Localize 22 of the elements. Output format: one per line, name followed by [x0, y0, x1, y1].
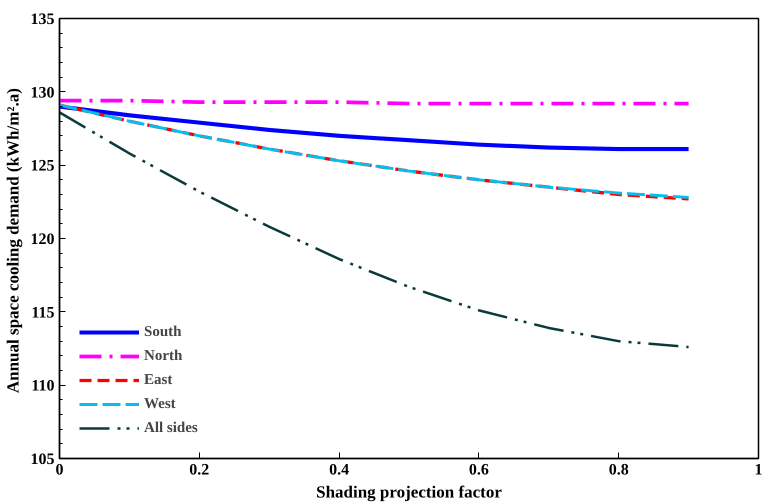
y-tick-label: 105: [30, 451, 54, 468]
x-tick-label: 0.6: [468, 462, 489, 478]
y-tick-label: 130: [30, 84, 54, 102]
y-tick-label: 110: [31, 378, 55, 395]
legend-label: West: [144, 396, 176, 412]
legend-label: South: [144, 324, 182, 340]
legend-label: East: [144, 372, 172, 388]
x-axis-title: Shading projection factor: [316, 482, 502, 502]
y-axis-title: Annual space cooling demand (kWh/m².a): [4, 88, 22, 394]
legend-label: All sides: [144, 420, 198, 436]
x-tick-label: 0.4: [329, 462, 350, 478]
x-tick-label: 0: [56, 462, 64, 478]
y-tick-label: 125: [30, 158, 54, 175]
x-tick-label: 0.8: [608, 462, 629, 478]
x-tick-label: 1: [754, 462, 762, 478]
line-series: [60, 104, 691, 152]
y-tick-label: 120: [30, 231, 54, 248]
y-tick-label: 115: [31, 304, 55, 322]
x-tick-label: 0.2: [189, 462, 210, 478]
legend-label: North: [144, 348, 182, 364]
line-series: [60, 111, 690, 348]
y-tick-label: 135: [30, 11, 54, 28]
